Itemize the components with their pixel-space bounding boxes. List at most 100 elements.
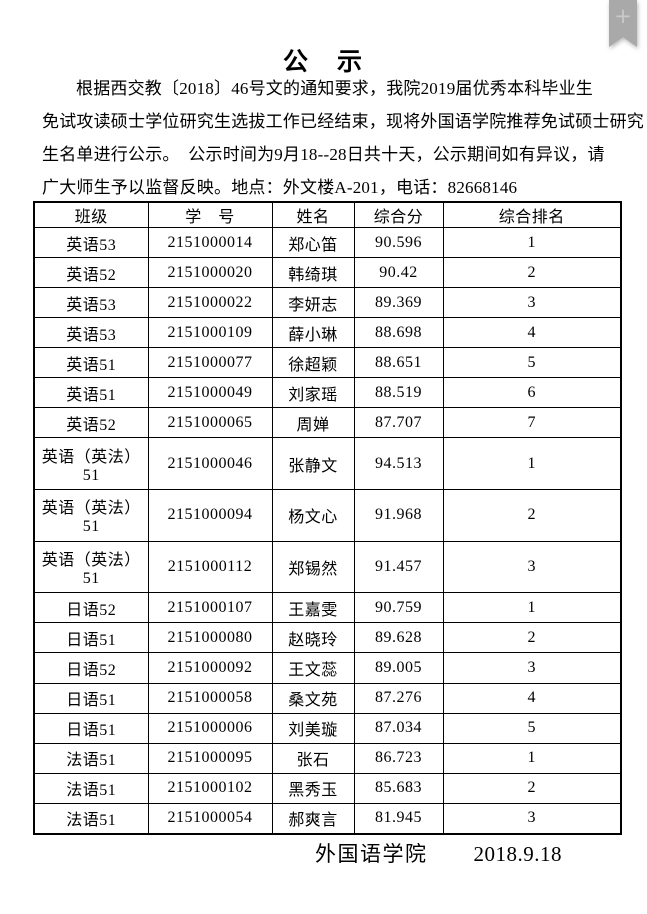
table-row: 日语52 2151000107 王嘉雯 90.759 1 xyxy=(33,592,622,624)
cell-name: 王文蕊 xyxy=(271,652,355,684)
cell-rank: 2 xyxy=(442,772,622,804)
table-row: 日语51 2151000006 刘美璇 87.034 5 xyxy=(33,712,622,744)
header-class: 班级 xyxy=(33,201,149,228)
table-row: 英语53 2151000014 郑心笛 90.596 1 xyxy=(33,226,622,259)
table-row: 法语51 2151000102 黑秀玉 85.683 2 xyxy=(33,772,622,804)
cell-name: 王嘉雯 xyxy=(271,592,355,624)
header-score: 综合分 xyxy=(353,201,444,228)
table-row: 英语52 2151000020 韩绮琪 90.42 2 xyxy=(33,257,622,289)
cell-student-id: 2151000054 xyxy=(147,802,273,835)
cell-name: 张静文 xyxy=(271,437,355,491)
cell-rank: 1 xyxy=(442,742,622,774)
cell-class: 英语52 xyxy=(33,407,149,439)
table-row: 日语52 2151000092 王文蕊 89.005 3 xyxy=(33,652,622,684)
cell-student-id: 2151000014 xyxy=(147,226,273,259)
cell-student-id: 2151000006 xyxy=(147,712,273,744)
signature-line: 外国语学院 2018.9.18 xyxy=(315,842,562,867)
cell-rank: 6 xyxy=(442,377,622,409)
cell-rank: 4 xyxy=(442,317,622,349)
cell-student-id: 2151000109 xyxy=(147,317,273,349)
cell-class: 英语（英法）51 xyxy=(33,540,149,594)
cell-student-id: 2151000022 xyxy=(147,287,273,319)
cell-class: 法语51 xyxy=(33,802,149,835)
cell-score: 89.369 xyxy=(353,287,444,319)
cell-class: 英语51 xyxy=(33,347,149,379)
cell-student-id: 2151000102 xyxy=(147,772,273,804)
header-name: 姓名 xyxy=(271,201,355,228)
cell-name: 李妍志 xyxy=(271,287,355,319)
cell-rank: 2 xyxy=(442,257,622,289)
cell-score: 81.945 xyxy=(353,802,444,835)
cell-score: 88.651 xyxy=(353,347,444,379)
table-row: 英语（英法）51 2151000112 郑锡然 91.457 3 xyxy=(33,540,622,594)
results-table: 班级 学 号 姓名 综合分 综合排名 英语53 2151000014 郑心笛 90.5… xyxy=(33,201,622,835)
cell-student-id: 2151000077 xyxy=(147,347,273,379)
cell-name: 张石 xyxy=(271,742,355,774)
cell-class: 法语51 xyxy=(33,742,149,774)
cell-rank: 5 xyxy=(442,347,622,379)
cell-rank: 3 xyxy=(442,652,622,684)
cell-score: 89.628 xyxy=(353,622,444,654)
cell-name: 杨文心 xyxy=(271,489,355,542)
table-row: 英语53 2151000109 薛小琳 88.698 4 xyxy=(33,317,622,349)
signature-date: 2018.9.18 xyxy=(473,842,562,866)
table-row: 英语53 2151000022 李妍志 89.369 3 xyxy=(33,287,622,319)
table-row: 法语51 2151000054 郝爽言 81.945 3 xyxy=(33,802,622,835)
cell-rank: 3 xyxy=(442,540,622,594)
intro-line: 生名单进行公示。 公示时间为9月18--28日共十天，公示期间如有异议，请 xyxy=(42,145,605,164)
cell-name: 周婵 xyxy=(271,407,355,439)
cell-rank: 2 xyxy=(442,489,622,542)
cell-student-id: 2151000058 xyxy=(147,682,273,714)
cell-class: 英语53 xyxy=(33,317,149,349)
cell-score: 88.519 xyxy=(353,377,444,409)
intro-line: 免试攻读硕士学位研究生选拔工作已经结束，现将外国语学院推荐免试硕士研究 xyxy=(42,112,644,131)
cell-name: 韩绮琪 xyxy=(271,257,355,289)
header-rank: 综合排名 xyxy=(442,201,622,228)
cell-name: 徐超颖 xyxy=(271,347,355,379)
cell-score: 90.759 xyxy=(353,592,444,624)
table-row: 英语52 2151000065 周婵 87.707 7 xyxy=(33,407,622,439)
cell-score: 87.034 xyxy=(353,712,444,744)
cell-student-id: 2151000080 xyxy=(147,622,273,654)
cell-class: 英语53 xyxy=(33,226,149,259)
intro-paragraph: 根据西交教〔2018〕46号文的通知要求，我院2019届优秀本科毕业生 免试攻读… xyxy=(42,72,644,204)
cell-name: 黑秀玉 xyxy=(271,772,355,804)
table-row: 日语51 2151000058 桑文苑 87.276 4 xyxy=(33,682,622,714)
table-row: 日语51 2151000080 赵晓玲 89.628 2 xyxy=(33,622,622,654)
cell-student-id: 2151000092 xyxy=(147,652,273,684)
cell-student-id: 2151000046 xyxy=(147,437,273,491)
cell-class: 日语51 xyxy=(33,712,149,744)
cell-class: 英语（英法）51 xyxy=(33,437,149,491)
cell-class: 日语52 xyxy=(33,592,149,624)
cell-rank: 4 xyxy=(442,682,622,714)
header-student-id: 学 号 xyxy=(147,201,273,228)
cell-class: 英语（英法）51 xyxy=(33,489,149,542)
cell-class: 法语51 xyxy=(33,772,149,804)
cell-class: 日语52 xyxy=(33,652,149,684)
cell-rank: 1 xyxy=(442,437,622,491)
cell-rank: 5 xyxy=(442,712,622,744)
cell-student-id: 2151000107 xyxy=(147,592,273,624)
intro-line: 根据西交教〔2018〕46号文的通知要求，我院2019届优秀本科毕业生 xyxy=(76,79,593,98)
cell-student-id: 2151000094 xyxy=(147,489,273,542)
cell-score: 90.596 xyxy=(353,226,444,259)
table-row: 英语（英法）51 2151000094 杨文心 91.968 2 xyxy=(33,489,622,542)
cell-class: 英语52 xyxy=(33,257,149,289)
cell-score: 87.707 xyxy=(353,407,444,439)
table-row: 英语（英法）51 2151000046 张静文 94.513 1 xyxy=(33,437,622,491)
cell-rank: 7 xyxy=(442,407,622,439)
cell-score: 91.968 xyxy=(353,489,444,542)
cell-name: 郝爽言 xyxy=(271,802,355,835)
cell-name: 刘美璇 xyxy=(271,712,355,744)
cell-rank: 2 xyxy=(442,622,622,654)
cell-class: 日语51 xyxy=(33,622,149,654)
cell-name: 刘家瑶 xyxy=(271,377,355,409)
add-bookmark-button[interactable]: + xyxy=(609,0,637,47)
signature-org: 外国语学院 xyxy=(315,842,428,866)
intro-line: 广大师生予以监督反映。地点：外文楼A-201，电话：82668146 xyxy=(42,178,518,197)
cell-score: 88.698 xyxy=(353,317,444,349)
cell-class: 英语51 xyxy=(33,377,149,409)
cell-score: 86.723 xyxy=(353,742,444,774)
cell-score: 89.005 xyxy=(353,652,444,684)
